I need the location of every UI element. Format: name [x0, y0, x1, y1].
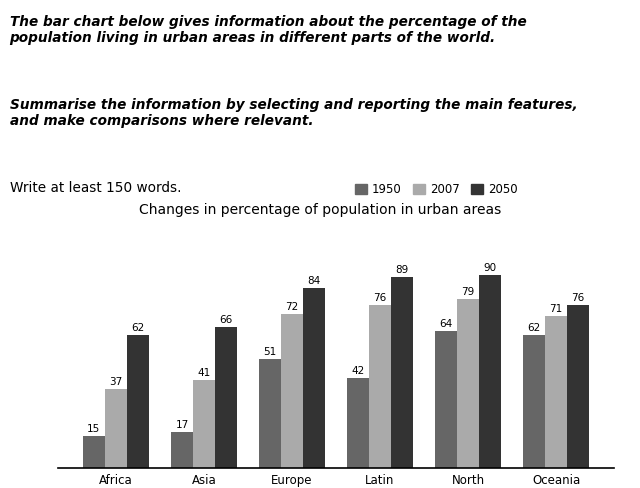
Bar: [567, 305, 589, 468]
Bar: [303, 288, 325, 468]
Text: 79: 79: [461, 287, 475, 297]
Text: 76: 76: [572, 293, 585, 303]
Text: 62: 62: [527, 323, 541, 333]
Bar: [523, 335, 545, 468]
Bar: [391, 277, 413, 468]
Bar: [171, 432, 193, 468]
Text: The bar chart below gives information about the percentage of the
population liv: The bar chart below gives information ab…: [10, 15, 526, 45]
Text: 90: 90: [483, 263, 497, 273]
Legend: 1950, 2007, 2050: 1950, 2007, 2050: [350, 178, 522, 201]
Text: 15: 15: [87, 424, 100, 434]
Text: 89: 89: [396, 265, 409, 275]
Bar: [215, 327, 237, 468]
Bar: [83, 436, 105, 468]
Bar: [369, 305, 391, 468]
Text: 66: 66: [220, 315, 232, 325]
Text: 51: 51: [263, 347, 276, 357]
Text: 71: 71: [550, 304, 563, 314]
Text: 84: 84: [307, 276, 321, 286]
Text: 64: 64: [440, 319, 452, 329]
Text: 42: 42: [351, 366, 365, 376]
Text: 76: 76: [373, 293, 387, 303]
Bar: [259, 359, 281, 468]
Text: 17: 17: [175, 420, 189, 430]
Bar: [479, 275, 501, 468]
Text: Changes in percentage of population in urban areas: Changes in percentage of population in u…: [139, 203, 501, 217]
Text: 37: 37: [109, 377, 122, 387]
Text: 41: 41: [197, 368, 211, 378]
Text: 72: 72: [285, 302, 299, 312]
Bar: [281, 314, 303, 468]
Bar: [347, 378, 369, 468]
Bar: [435, 331, 457, 468]
Text: 62: 62: [131, 323, 145, 333]
Bar: [105, 389, 127, 468]
Bar: [193, 381, 215, 468]
Bar: [127, 335, 149, 468]
Text: Write at least 150 words.: Write at least 150 words.: [10, 181, 181, 195]
Text: Summarise the information by selecting and reporting the main features,
and make: Summarise the information by selecting a…: [10, 98, 577, 128]
Bar: [457, 299, 479, 468]
Bar: [545, 316, 567, 468]
